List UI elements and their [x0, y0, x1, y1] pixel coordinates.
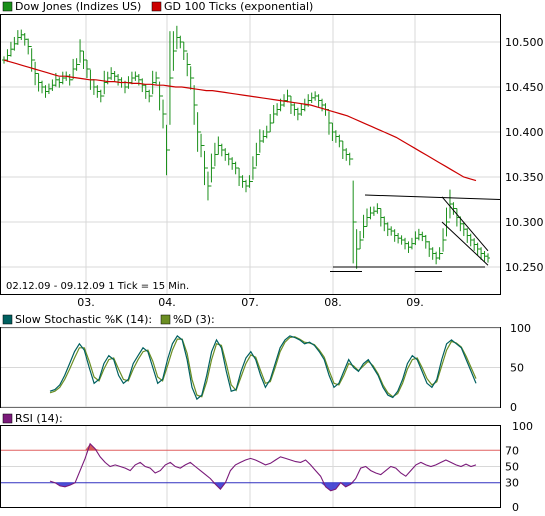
- price-y-tick-0: 10.500: [505, 36, 544, 49]
- legend-label-stoch-d: %D (3):: [173, 313, 215, 326]
- legend-label-rsi: RSI (14):: [15, 412, 63, 425]
- price-x-tick-4: 09.: [406, 296, 424, 309]
- series-line-rsi: [49, 442, 477, 492]
- rsi-y-tick-0: 100: [512, 420, 533, 433]
- legend-label-gd100: GD 100 Ticks (exponential): [164, 0, 313, 13]
- rsi-y-tick-4: 0: [512, 501, 519, 514]
- price-y-tick-5: 10.250: [505, 261, 544, 274]
- stochastic-panel: Slow Stochastic %K (14): %D (3): 100 50 0: [0, 313, 531, 414]
- legend-swatch-rsi: [2, 413, 13, 424]
- chart-info-label: 02.12.09 - 09.12.09 1 Tick = 15 Min.: [6, 281, 189, 292]
- rsi-overbought-fill: [50, 443, 476, 451]
- stochastic-grid: [1, 327, 500, 408]
- annotation-resistance-line: [364, 194, 501, 200]
- rsi-y-axis-labels: 100 70 50 30 0: [505, 420, 533, 514]
- rsi-y-tick-3: 30: [505, 477, 519, 490]
- series-line-stoch-d: [49, 336, 477, 398]
- price-x-tick-0: 03.: [77, 296, 95, 309]
- price-x-tick-1: 04.: [158, 296, 176, 309]
- legend-swatch-dow-jones: [2, 1, 13, 12]
- stoch-y-tick-2: 0: [510, 401, 517, 414]
- price-y-tick-3: 10.350: [505, 171, 544, 184]
- price-bar: [486, 253, 490, 263]
- price-x-tick-2: 07.: [241, 296, 259, 309]
- annotation-channel-lower: [441, 221, 489, 266]
- price-y-tick-1: 10.450: [505, 81, 544, 94]
- rsi-y-tick-1: 70: [505, 444, 519, 457]
- legend-swatch-stoch-k: [2, 314, 13, 325]
- stoch-y-tick-1: 50: [510, 362, 524, 375]
- price-annotations: [330, 194, 501, 272]
- price-y-tick-4: 10.300: [505, 216, 544, 229]
- stochastic-y-axis-labels: 100 50 0: [510, 322, 531, 414]
- price-series: [2, 25, 490, 269]
- legend-label-stoch-k: Slow Stochastic %K (14):: [15, 313, 152, 326]
- legend-swatch-stoch-d: [160, 314, 171, 325]
- price-grid: [1, 15, 500, 294]
- price-y-axis-labels: 10.500 10.450 10.400 10.350 10.300 10.250: [505, 36, 544, 274]
- stochastic-series: [49, 335, 477, 401]
- annotation-channel-upper: [441, 196, 489, 252]
- rsi-y-tick-2: 50: [505, 461, 519, 474]
- price-panel: Dow Jones (Indizes US) GD 100 Ticks (exp…: [0, 0, 544, 309]
- price-legend: Dow Jones (Indizes US) GD 100 Ticks (exp…: [2, 0, 313, 13]
- rsi-series: [49, 442, 477, 492]
- price-x-tick-3: 08.: [324, 296, 342, 309]
- legend-label-dow-jones: Dow Jones (Indizes US): [15, 0, 141, 13]
- price-x-axis-labels: 03. 04. 07. 08. 09.: [77, 296, 424, 309]
- series-line-gd100: [3, 59, 477, 182]
- rsi-panel: RSI (14): 100 70 50 30 0: [0, 412, 533, 514]
- price-y-tick-2: 10.400: [505, 126, 544, 139]
- legend-swatch-gd100: [151, 1, 162, 12]
- series-line-stoch-k: [49, 335, 477, 401]
- stoch-y-tick-0: 100: [510, 322, 531, 335]
